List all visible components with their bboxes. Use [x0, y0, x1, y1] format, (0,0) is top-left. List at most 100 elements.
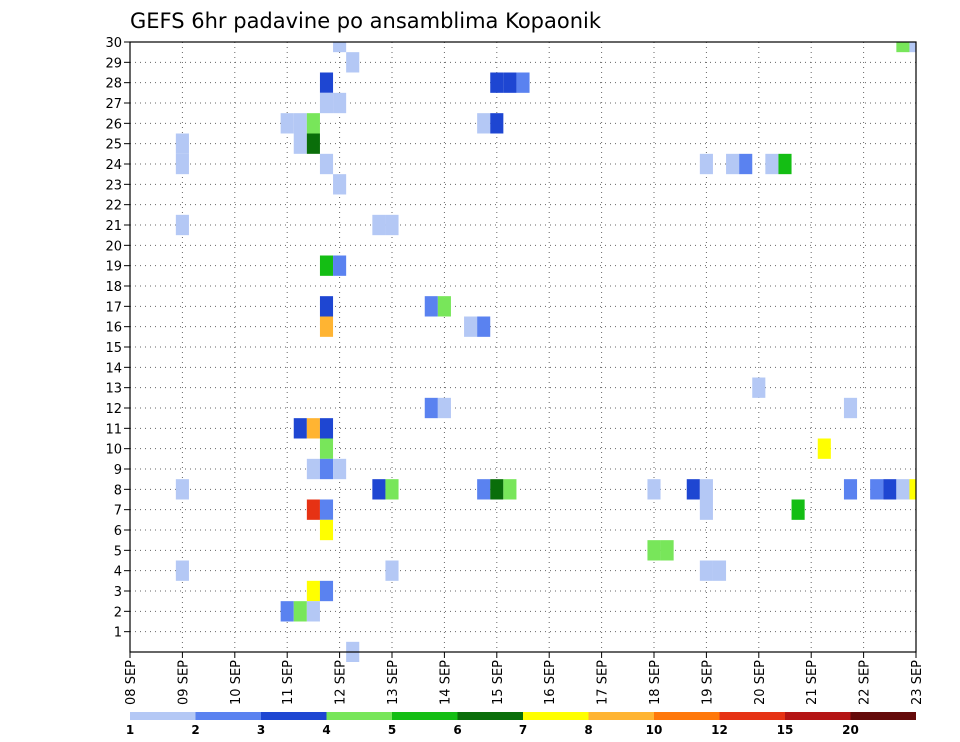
x-tick-label: 23 SEP — [910, 660, 925, 705]
y-tick-label: 7 — [114, 504, 122, 519]
x-tick-label: 12 SEP — [334, 660, 349, 705]
y-tick-label: 12 — [105, 402, 122, 417]
heatmap-cell — [333, 255, 347, 276]
plot-frame — [129, 41, 917, 653]
heatmap-cell — [306, 580, 320, 602]
y-tick-label: 8 — [114, 483, 122, 498]
y-tick-label: 20 — [105, 239, 122, 254]
heatmap-cell — [752, 377, 766, 398]
heatmap-cell — [293, 133, 307, 154]
heatmap-cell — [424, 296, 438, 317]
y-tick-label: 22 — [105, 199, 122, 214]
y-tick-label: 21 — [105, 219, 122, 234]
y-tick-label: 28 — [105, 77, 122, 92]
heatmap-cell — [699, 499, 713, 520]
heatmap-cell — [726, 153, 740, 175]
heatmap-cell — [464, 316, 478, 337]
heatmap-cell — [319, 153, 334, 175]
x-tick-label: 20 SEP — [753, 660, 768, 705]
y-tick-label: 6 — [114, 524, 122, 539]
heatmap-cell — [280, 113, 294, 134]
heatmap-cell — [319, 418, 334, 439]
heatmap-cell — [319, 255, 334, 276]
y-tick-label: 27 — [105, 97, 122, 112]
heatmap-cell — [333, 92, 347, 114]
y-tick-label: 4 — [114, 565, 122, 580]
grid-lines — [130, 42, 916, 652]
heatmap-cell — [175, 479, 189, 500]
heatmap-cell — [306, 499, 320, 520]
legend-label: 1 — [126, 723, 134, 737]
heatmap-cell — [843, 397, 858, 419]
heatmap-cell — [175, 153, 189, 175]
heatmap-cell — [306, 418, 320, 439]
legend-label: 6 — [453, 723, 461, 737]
y-tick-label: 16 — [105, 321, 122, 336]
legend-color-swatch — [326, 712, 392, 720]
heatmap-cell — [424, 397, 438, 419]
y-tick-label: 11 — [105, 422, 122, 437]
legend-color-swatch — [195, 712, 261, 720]
legend-label: 15 — [777, 723, 794, 737]
y-tick-label: 26 — [105, 117, 122, 132]
heatmap-cell — [385, 560, 399, 581]
heatmap-cell — [319, 296, 334, 317]
heatmap-cell — [477, 479, 491, 500]
heatmap-cell — [503, 479, 517, 500]
legend-label: 3 — [257, 723, 265, 737]
heatmap-cell — [516, 72, 530, 93]
heatmap-cell — [306, 601, 320, 622]
x-tick-label: 18 SEP — [648, 660, 663, 705]
x-tick-label: 08 SEP — [124, 660, 139, 705]
heatmap-cell — [437, 397, 451, 419]
heatmap-cell — [765, 153, 779, 175]
heatmap-cell — [319, 438, 334, 459]
legend-label: 12 — [711, 723, 728, 737]
legend-label: 5 — [388, 723, 396, 737]
heatmap-cell — [385, 214, 399, 236]
heatmap-cell — [896, 479, 910, 500]
heatmap-cell — [293, 418, 307, 439]
legend-label: 10 — [646, 723, 663, 737]
heatmap-cell — [647, 540, 661, 561]
heatmap-cell — [699, 560, 713, 581]
y-tick-label: 14 — [105, 361, 122, 376]
heatmap-cell — [503, 72, 517, 93]
heatmap-cell — [319, 519, 334, 541]
x-tick-label: 11 SEP — [281, 660, 296, 705]
heatmap-cell — [319, 72, 334, 93]
legend-color-swatch — [785, 712, 851, 720]
heatmap-cell — [280, 601, 294, 622]
x-tick-label: 09 SEP — [176, 660, 191, 705]
x-tick-label: 13 SEP — [386, 660, 401, 705]
heatmap-cell — [647, 479, 661, 500]
legend-color-swatch — [588, 712, 654, 720]
legend-label: 2 — [191, 723, 199, 737]
y-tick-label: 23 — [105, 178, 122, 193]
heatmap-cell — [293, 601, 307, 622]
y-tick-label: 29 — [105, 56, 122, 71]
heatmap-cell — [372, 479, 386, 500]
heatmap-cell — [175, 560, 189, 581]
legend-color-swatch — [719, 712, 785, 720]
y-tick-label: 3 — [114, 585, 122, 600]
y-tick-label: 1 — [114, 626, 122, 641]
x-tick-label: 16 SEP — [543, 660, 558, 705]
heatmap-cell — [883, 479, 897, 500]
heatmap-cell — [319, 92, 334, 114]
heatmap-cells — [175, 42, 916, 662]
heatmap-cell — [477, 316, 491, 337]
heatmap-cell — [660, 540, 674, 561]
y-tick-label: 19 — [105, 260, 122, 275]
y-tick-label: 5 — [114, 544, 122, 559]
legend-color-swatch — [457, 712, 523, 720]
x-tick-label: 17 SEP — [596, 660, 611, 705]
heatmap-cell — [686, 479, 700, 500]
heatmap-cell — [870, 479, 884, 500]
y-tick-label: 17 — [105, 300, 122, 315]
heatmap-cell — [477, 113, 491, 134]
x-tick-label: 10 SEP — [229, 660, 244, 705]
heatmap-cell — [306, 458, 320, 480]
heatmap-cell — [333, 174, 347, 195]
heatmap-cell — [372, 214, 386, 236]
